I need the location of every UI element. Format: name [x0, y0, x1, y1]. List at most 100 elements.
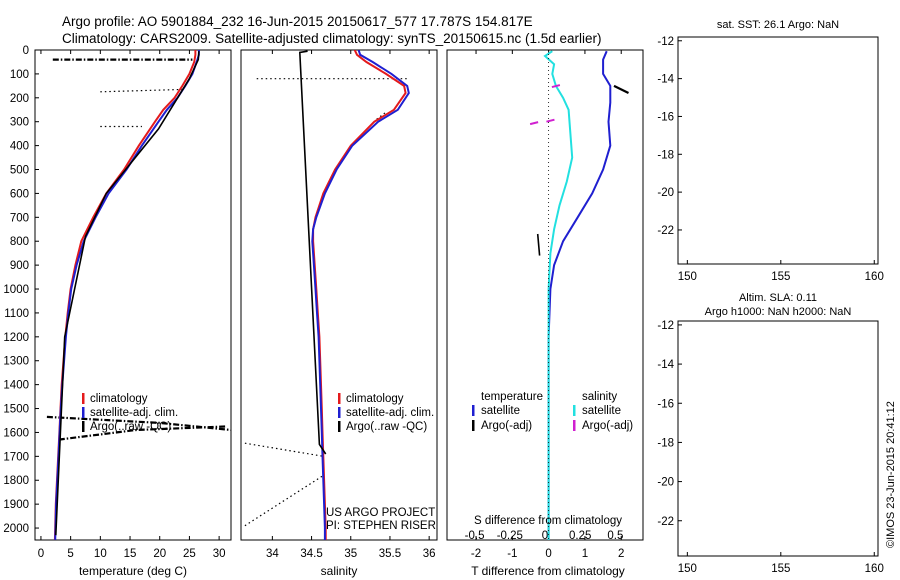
salinity-panel-frame	[240, 49, 438, 541]
top-tick-label: 0	[542, 530, 548, 542]
raw-qc-segment	[58, 425, 226, 441]
depth-axis: 0 100 200 300 400 500 600 700 800 900 1000 1100 1200…	[3, 45, 39, 535]
imos-stamp: ©IMOS 23-Jun-2015 20:41:12	[885, 401, 897, 548]
temperature-panel-frame	[34, 49, 232, 541]
argo-profile-line	[55, 51, 200, 536]
legend-label-climatology: climatology	[346, 393, 404, 405]
legend-swatch-argo	[82, 421, 85, 432]
x-tick-label: 1	[582, 548, 588, 560]
depth-tick-label: 500	[10, 165, 29, 177]
map-y-tick-label: -22	[657, 225, 674, 237]
legend-label-s-argo: Argo(-adj)	[582, 420, 633, 432]
temperature-panel: 0 5 10 15 20 25 30 climatology satellite-adj. …	[38, 50, 231, 578]
argo-profile-line	[536, 233, 541, 256]
x-tick-label: 36	[423, 548, 436, 560]
map-y-tick-label: -22	[657, 516, 674, 528]
x-tick-label: 10	[94, 548, 107, 560]
legend-label-argo: Argo(..raw -QC)	[346, 421, 427, 433]
temperature-legend: climatology satellite-adj. clim. Argo(..…	[82, 393, 178, 433]
depth-tick-label: 900	[10, 260, 29, 272]
depth-tick-label: 2000	[3, 523, 29, 535]
legend-title-temperature: temperature	[481, 391, 543, 403]
legend-swatch-t-satellite	[472, 405, 475, 416]
legend-label-satellite: satellite-adj. clim.	[346, 407, 434, 419]
map-y-tick-label: -12	[657, 320, 674, 332]
salinity-series	[298, 50, 410, 540]
salinity-x-ticks: 34 34.5 35 35.5 36	[266, 50, 436, 560]
difference-x-label: T difference from climatology	[471, 564, 625, 578]
sla-map-frame	[677, 320, 879, 557]
salinity-x-label: salinity	[321, 564, 358, 578]
legend-label-climatology: climatology	[90, 393, 148, 405]
sla-map-title-2: Argo h1000: NaN h2000: NaN	[705, 306, 852, 318]
x-tick-label: -2	[471, 548, 481, 560]
depth-tick-label: 1700	[3, 451, 29, 463]
sst-map: sat. SST: 26.1 Argo: NaN 150 155 160 -12 -14…	[657, 19, 883, 283]
difference-top-tick-labels: -0.5 -0.25 0 0.25 0.5	[465, 530, 624, 542]
salinity-annotation-line-1: US ARGO PROJECT	[326, 507, 435, 519]
x-tick-label: 34	[266, 548, 279, 560]
depth-tick-label: 300	[10, 117, 29, 129]
legend-label-t-satellite: satellite	[481, 405, 520, 417]
depth-tick-label: 1900	[3, 499, 29, 511]
depth-tick-label: 1100	[4, 308, 29, 320]
x-tick-label: 2	[618, 548, 624, 560]
legend-swatch-s-satellite	[573, 405, 576, 416]
legend-swatch-satellite	[338, 407, 341, 418]
series-line	[543, 50, 574, 540]
depth-tick-label: 1800	[3, 475, 29, 487]
salinity-raw-qc-lines	[244, 78, 410, 527]
raw-qc-segment	[376, 111, 387, 120]
difference-top-label: S difference from climatology	[474, 515, 622, 527]
raw-qc-segment	[46, 415, 231, 432]
x-tick-label: -1	[507, 548, 517, 560]
map-x-tick-label: 155	[771, 271, 790, 283]
depth-tick-label: 200	[10, 93, 29, 105]
argo-salinity-marker	[546, 118, 555, 123]
map-y-tick-label: -18	[657, 437, 674, 449]
difference-panel-frame	[446, 49, 644, 541]
legend-label-satellite: satellite-adj. clim.	[90, 407, 178, 419]
map-y-tick-label: -20	[657, 187, 674, 199]
argo-profile-line	[298, 50, 327, 455]
map-x-tick-label: 155	[771, 563, 790, 575]
x-tick-label: 25	[183, 548, 196, 560]
sst-map-frame	[677, 36, 879, 265]
depth-tick-label: 100	[10, 69, 29, 81]
top-tick-label: -0.5	[465, 530, 485, 542]
map-y-tick-label: -16	[657, 398, 674, 410]
x-tick-label: 35	[344, 548, 357, 560]
argo-salinity-marker	[551, 84, 561, 89]
depth-tick-label: 1400	[3, 380, 29, 392]
top-tick-label: 0.5	[607, 530, 623, 542]
temperature-x-ticks: 0 5 10 15 20 25 30	[38, 50, 226, 560]
depth-tick-label: 1600	[3, 427, 29, 439]
map-y-tick-label: -12	[657, 36, 674, 48]
legend-swatch-climatology	[338, 393, 341, 404]
map-y-tick-label: -18	[657, 149, 674, 161]
x-tick-label: 34.5	[300, 548, 322, 560]
salinity-panel: 34 34.5 35 35.5 36 climatology satellite-adj…	[244, 50, 436, 578]
x-tick-label: 15	[124, 548, 137, 560]
map-y-tick-label: -14	[657, 359, 674, 371]
map-x-tick-label: 160	[865, 563, 884, 575]
difference-panel: -2 -1 0 1 2 -0.5 -0.25 0 0.25 0.5 temperature sa…	[465, 50, 633, 578]
depth-tick-label: 1500	[3, 404, 29, 416]
map-y-tick-label: -14	[657, 74, 674, 86]
depth-tick-label: 600	[10, 188, 29, 200]
depth-tick-label: 700	[10, 212, 29, 224]
legend-swatch-argo	[338, 421, 341, 432]
map-x-tick-label: 150	[678, 563, 697, 575]
raw-qc-segment	[244, 474, 324, 527]
header-line-1: Argo profile: AO 5901884_232 16-Jun-2015…	[62, 14, 533, 29]
legend-label-argo: Argo(..raw -QC)	[90, 421, 171, 433]
x-tick-label: 20	[153, 548, 166, 560]
header-line-2: Climatology: CARS2009. Satellite-adjuste…	[62, 31, 602, 46]
map-y-tick-label: -20	[657, 477, 674, 489]
depth-tick-label: 1300	[3, 356, 29, 368]
raw-qc-segment	[100, 88, 184, 93]
sla-map: Altim. SLA: 0.11 Argo h1000: NaN h2000: …	[657, 292, 883, 575]
temperature-series	[53, 50, 200, 540]
sst-map-title: sat. SST: 26.1 Argo: NaN	[717, 19, 839, 31]
